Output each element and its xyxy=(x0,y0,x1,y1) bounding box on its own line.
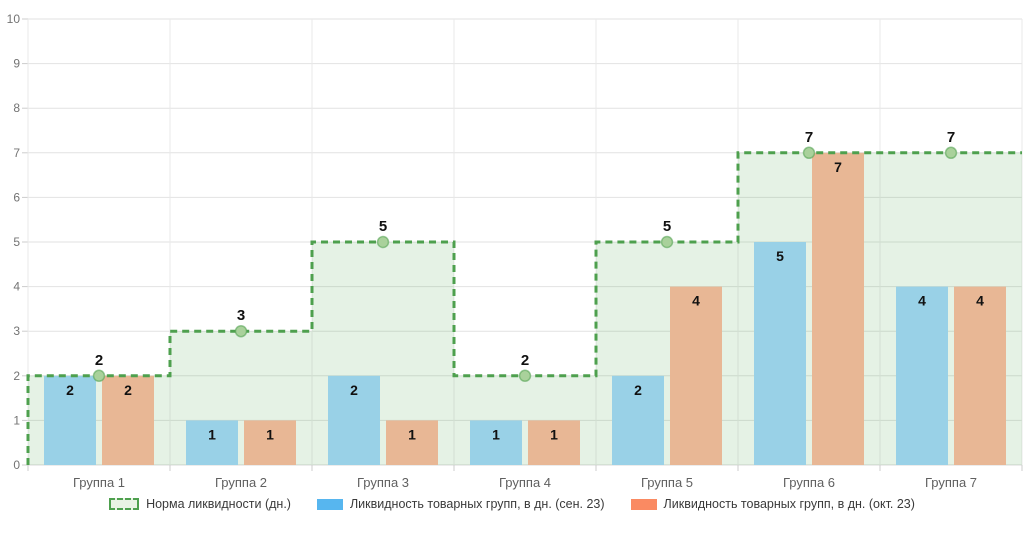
bar-label-okt-0: 2 xyxy=(124,382,132,398)
bar-label-sep-4: 2 xyxy=(634,382,642,398)
bar-label-okt-5: 7 xyxy=(834,159,842,175)
y-axis-label-10: 10 xyxy=(7,12,21,26)
y-axis-label-5: 5 xyxy=(13,235,20,249)
bar-okt-3[interactable] xyxy=(528,420,580,465)
norm-marker-2[interactable] xyxy=(376,235,390,249)
x-axis-label-0: Группа 1 xyxy=(73,475,125,490)
legend-swatch-okt23-icon xyxy=(630,498,657,510)
norm-value-label-4: 5 xyxy=(663,218,671,235)
bar-sep-1[interactable] xyxy=(186,420,238,465)
bar-sep-5[interactable] xyxy=(754,242,806,465)
bar-label-okt-1: 1 xyxy=(266,426,274,442)
norm-step-line xyxy=(26,151,1022,465)
legend-label-sep23: Ликвидность товарных групп, в дн. (сен. … xyxy=(349,497,605,511)
y-axis-label-1: 1 xyxy=(13,413,20,427)
bar-okt-2[interactable] xyxy=(386,420,438,465)
norm-marker-4[interactable] xyxy=(660,235,674,249)
y-axis-label-9: 9 xyxy=(13,57,20,71)
bar-label-sep-2: 2 xyxy=(350,382,358,398)
bar-okt-5[interactable] xyxy=(812,152,864,466)
y-axis-label-7: 7 xyxy=(13,146,20,160)
norm-marker-1[interactable] xyxy=(234,324,248,338)
y-axis-label-2: 2 xyxy=(13,369,20,383)
legend-label-norm: Норма ликвидности (дн.) xyxy=(146,497,291,511)
y-axis-label-4: 4 xyxy=(13,280,20,294)
bar-label-okt-4: 4 xyxy=(692,293,700,309)
bar-okt-0[interactable] xyxy=(102,375,154,465)
legend-item-norm[interactable]: Норма ликвидности (дн.) xyxy=(109,497,291,511)
legend-item-okt23[interactable]: Ликвидность товарных групп, в дн. (окт. … xyxy=(630,497,915,511)
x-axis-label-3: Группа 4 xyxy=(499,475,551,490)
norm-marker-3[interactable] xyxy=(518,369,532,383)
bar-okt-6[interactable] xyxy=(954,286,1006,465)
norm-value-label-5: 7 xyxy=(805,129,813,146)
norm-area-fill xyxy=(28,152,1022,466)
y-axis-label-6: 6 xyxy=(13,190,20,204)
bar-label-okt-6: 4 xyxy=(976,293,984,309)
legend-item-sep23[interactable]: Ликвидность товарных групп, в дн. (сен. … xyxy=(316,497,605,511)
bar-sep-4[interactable] xyxy=(612,375,664,465)
x-axis-label-4: Группа 5 xyxy=(641,475,693,490)
chart-legend: Норма ликвидности (дн.) Ликвидность това… xyxy=(0,497,1024,511)
bar-label-okt-3: 1 xyxy=(550,426,558,442)
x-axis-label-1: Группа 2 xyxy=(215,475,267,490)
legend-swatch-norm-icon xyxy=(109,498,140,510)
y-axis-label-0: 0 xyxy=(13,458,20,472)
norm-value-label-2: 5 xyxy=(379,218,387,235)
bar-label-sep-0: 2 xyxy=(66,382,74,398)
bar-label-sep-1: 1 xyxy=(208,426,216,442)
y-axis-label-3: 3 xyxy=(13,324,20,338)
bar-label-sep-5: 5 xyxy=(776,248,784,264)
legend-swatch-sep23-icon xyxy=(316,498,343,510)
norm-marker-0[interactable] xyxy=(92,369,106,383)
norm-value-label-3: 2 xyxy=(521,352,529,369)
norm-marker-5[interactable] xyxy=(802,146,816,160)
bar-sep-2[interactable] xyxy=(328,375,380,465)
bar-okt-1[interactable] xyxy=(244,420,296,465)
norm-value-label-0: 2 xyxy=(95,352,103,369)
norm-value-label-1: 3 xyxy=(237,307,245,324)
bar-sep-6[interactable] xyxy=(896,286,948,465)
bar-okt-4[interactable] xyxy=(670,286,722,465)
bar-label-sep-3: 1 xyxy=(492,426,500,442)
norm-marker-6[interactable] xyxy=(944,146,958,160)
norm-value-label-6: 7 xyxy=(947,129,955,146)
x-axis-label-6: Группа 7 xyxy=(925,475,977,490)
legend-label-okt23: Ликвидность товарных групп, в дн. (окт. … xyxy=(663,497,915,511)
bar-sep-3[interactable] xyxy=(470,420,522,465)
bar-sep-0[interactable] xyxy=(44,375,96,465)
x-axis-label-5: Группа 6 xyxy=(783,475,835,490)
x-axis-label-2: Группа 3 xyxy=(357,475,409,490)
y-axis-label-8: 8 xyxy=(13,101,20,115)
bar-label-sep-6: 4 xyxy=(918,293,926,309)
bar-label-okt-2: 1 xyxy=(408,426,416,442)
